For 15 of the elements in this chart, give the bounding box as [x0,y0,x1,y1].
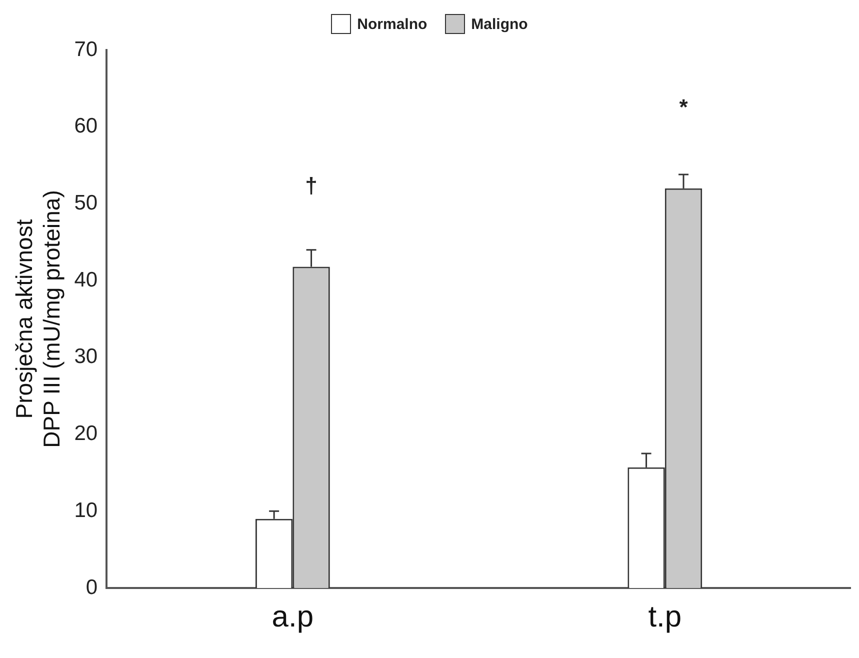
x-tick-label: t.p [648,600,682,634]
y-tick-label: 60 [74,114,98,138]
x-tick-label: a.p [272,600,314,634]
annotation: * [679,94,688,120]
y-tick-label: 20 [74,422,98,446]
y-tick-label: 50 [74,192,98,215]
y-tick-label: 0 [86,576,98,599]
y-tick-label: 30 [74,345,98,368]
legend-label: Normalno [357,16,428,32]
legend-label: Maligno [471,16,528,32]
y-axis-title: Prosječna aktivnost DPP III (mU/mg proteina) [11,190,65,448]
y-tick-label: 70 [74,38,98,61]
y-tick-label: 40 [74,268,98,292]
annotation: † [305,172,318,198]
y-tick-label: 10 [74,498,98,522]
